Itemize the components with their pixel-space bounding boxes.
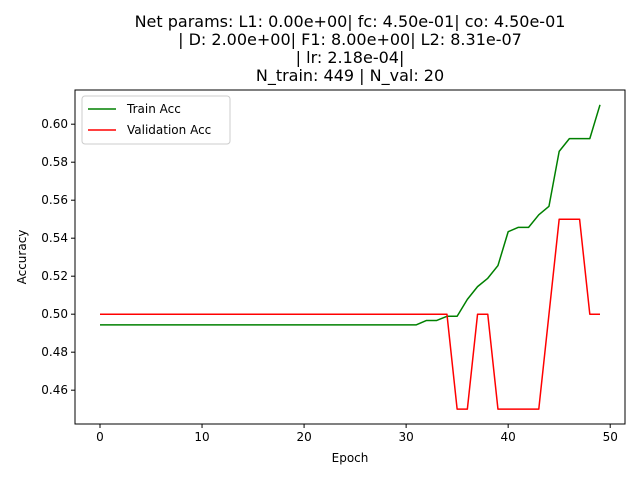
legend-train-label: Train Acc bbox=[126, 102, 181, 116]
y-tick-label: 0.56 bbox=[41, 193, 68, 207]
x-tick-label: 20 bbox=[296, 430, 311, 444]
y-tick-label: 0.46 bbox=[41, 383, 68, 397]
y-tick-label: 0.58 bbox=[41, 155, 68, 169]
y-tick-label: 0.50 bbox=[41, 307, 68, 321]
x-tick-label: 30 bbox=[398, 430, 413, 444]
chart-title-line-1: Net params: L1: 0.00e+00| fc: 4.50e-01| … bbox=[134, 12, 566, 31]
x-axis-ticks: 0 10 20 30 40 50 bbox=[96, 424, 618, 444]
legend-box bbox=[81, 95, 231, 145]
plot-frame bbox=[74, 89, 626, 425]
x-axis-label: Epoch bbox=[332, 451, 369, 465]
validation-acc-line bbox=[100, 218, 600, 410]
x-tick-label: 40 bbox=[501, 430, 516, 444]
x-tick-label: 50 bbox=[603, 430, 618, 444]
plot-lines bbox=[100, 104, 601, 410]
chart-title-line-3: | lr: 2.18e-04| bbox=[295, 48, 405, 67]
y-tick-label: 0.60 bbox=[41, 117, 68, 131]
legend: Train Acc Validation Acc bbox=[81, 95, 231, 145]
chart-title-line-2: | D: 2.00e+00| F1: 8.00e+00| L2: 8.31e-0… bbox=[178, 30, 522, 49]
y-tick-label: 0.48 bbox=[41, 345, 68, 359]
chart-title-line-4: N_train: 449 | N_val: 20 bbox=[255, 66, 445, 85]
y-tick-label: 0.54 bbox=[41, 231, 68, 245]
y-tick-label: 0.52 bbox=[41, 269, 68, 283]
train-acc-line bbox=[100, 104, 601, 326]
legend-validation-label: Validation Acc bbox=[127, 123, 211, 137]
x-tick-label: 10 bbox=[194, 430, 209, 444]
x-tick-label: 0 bbox=[96, 430, 104, 444]
y-axis-label: Accuracy bbox=[15, 230, 29, 285]
y-axis-ticks: 0.46 0.48 0.50 0.52 0.54 0.56 0.58 0.60 bbox=[41, 117, 75, 397]
